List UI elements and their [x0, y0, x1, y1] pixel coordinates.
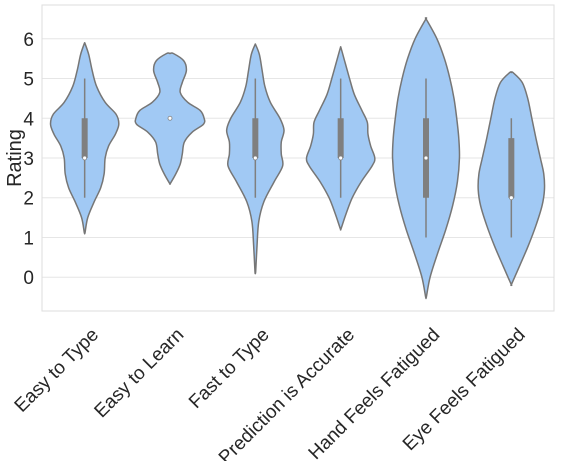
median-marker — [338, 155, 344, 161]
median-marker — [167, 115, 173, 121]
y-tick-label: 0 — [23, 268, 34, 289]
violins-layer — [49, 17, 546, 300]
y-tick-label: 2 — [23, 189, 34, 210]
y-axis-label: Rating — [4, 129, 26, 187]
y-tick-label: 1 — [23, 228, 34, 249]
y-tick-label: 5 — [23, 70, 34, 91]
y-tick-label: 3 — [23, 149, 34, 170]
grid-layer — [42, 38, 554, 278]
plot-frame — [41, 4, 555, 312]
x-tick-label: Easy to Learn — [91, 324, 189, 422]
x-tick-label: Fast to Type — [185, 324, 274, 413]
median-marker — [252, 155, 258, 161]
y-tick-label: 6 — [23, 30, 34, 51]
median-marker — [423, 155, 429, 161]
x-tick-label: Easy to Type — [11, 324, 103, 416]
median-marker — [508, 195, 514, 201]
median-marker — [82, 155, 88, 161]
y-tick-label: 4 — [23, 109, 34, 130]
y-tick-labels: 0 1 2 3 4 5 6 — [23, 30, 34, 289]
